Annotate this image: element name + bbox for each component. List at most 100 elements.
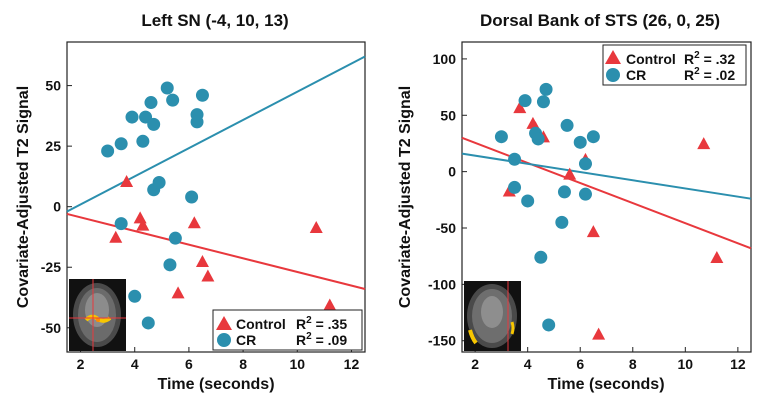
cr-point (573, 135, 587, 149)
control-point (195, 254, 209, 267)
cr-point (168, 231, 182, 245)
x-tick-label: 6 (576, 356, 584, 372)
cr-point (578, 157, 592, 171)
cr-point (144, 96, 158, 110)
cr-point (128, 289, 142, 303)
y-axis: -150 -100 -50 0 50 100 (428, 51, 467, 349)
cr-point (125, 110, 139, 124)
legend-control-label: Control (236, 316, 286, 332)
x-tick-label: 10 (678, 356, 694, 372)
control-point (120, 175, 134, 188)
control-point (710, 250, 724, 263)
cr-point (185, 190, 199, 204)
y-tick-label: 100 (433, 51, 457, 67)
y-tick-label: 50 (45, 78, 61, 94)
y-axis: -50 -25 0 25 50 (41, 78, 72, 336)
x-axis-label: Time (seconds) (547, 376, 664, 393)
x-tick-label: 6 (185, 356, 193, 372)
y-axis-label: Covariate-Adjusted T2 Signal (15, 86, 32, 308)
cr-point (195, 88, 209, 102)
x-axis-label: Time (seconds) (157, 376, 274, 393)
cr-point (586, 130, 600, 144)
x-tick-label: 2 (77, 356, 85, 372)
legend-cr-marker (606, 68, 620, 82)
chart-title: Dorsal Bank of STS (26, 0, 25) (480, 11, 720, 30)
control-point (136, 218, 150, 231)
cr-point (539, 82, 553, 96)
x-tick-label: 4 (524, 356, 532, 372)
x-tick-label: 10 (289, 356, 305, 372)
control-point (513, 101, 527, 114)
cr-point (508, 152, 522, 166)
x-tick-label: 8 (239, 356, 247, 372)
control-point (697, 137, 711, 150)
y-tick-label: -50 (436, 220, 456, 236)
cr-point (163, 258, 177, 272)
cr-point (147, 117, 161, 131)
y-tick-label: 50 (440, 107, 456, 123)
chart-dorsal-bank-sts: Dorsal Bank of STS (26, 0, 25) -150-100-… (397, 11, 752, 393)
legend-control-marker (216, 316, 232, 330)
y-tick-label: 0 (448, 164, 456, 180)
brain-scan-inset (69, 279, 126, 351)
plot-area-frame (461, 41, 752, 353)
x-tick-label: 12 (344, 356, 360, 372)
cr-point (494, 130, 508, 144)
cr-point (508, 180, 522, 194)
chart-left-sn: Left SN (-4, 10, 13) -50 -25 0 25 50 2 4 6 8 10 1… (15, 11, 366, 393)
y-tick-label: 0 (53, 199, 61, 215)
control-point (133, 211, 147, 224)
x-tick-label: 2 (471, 356, 479, 372)
cr-point (141, 316, 155, 330)
cr-point (136, 134, 150, 148)
legend-control-label: Control (626, 51, 676, 67)
control-point (201, 269, 215, 282)
cr-point (578, 187, 592, 201)
data-points (494, 82, 724, 340)
control-point (563, 167, 577, 180)
fit-lines (66, 55, 366, 291)
legend-control-marker (605, 50, 621, 64)
cr-point (557, 185, 571, 199)
cr-point (114, 217, 128, 231)
control-point (109, 230, 123, 243)
cr-point (542, 318, 556, 332)
cr-fit-line (66, 55, 366, 213)
cr-point (101, 144, 115, 158)
legend-cr-marker (217, 333, 231, 347)
x-tick-label: 12 (730, 356, 746, 372)
control-point (323, 298, 337, 311)
legend-cr-r2: R2 = .02 (684, 66, 735, 83)
legend-control-r2: R2 = .32 (684, 50, 735, 67)
cr-point (534, 250, 548, 264)
control-fit-line (66, 212, 366, 291)
y-tick-label: -25 (41, 259, 61, 275)
y-tick-label: 25 (45, 138, 61, 154)
legend: Control R2 = .35 CR R2 = .09 (212, 309, 363, 351)
legend-cr-label: CR (236, 332, 256, 348)
x-tick-label: 4 (131, 356, 139, 372)
legend: Control R2 = .32 CR R2 = .02 (602, 44, 747, 86)
data-points (101, 81, 337, 330)
cr-point (536, 95, 550, 109)
chart-title: Left SN (-4, 10, 13) (141, 11, 288, 30)
y-tick-label: -50 (41, 320, 61, 336)
x-tick-label: 8 (629, 356, 637, 372)
legend-cr-r2: R2 = .09 (296, 331, 347, 348)
brain-scan-inset (464, 281, 521, 351)
cr-point (152, 175, 166, 189)
y-tick-label: -100 (428, 276, 456, 292)
y-axis-label: Covariate-Adjusted T2 Signal (397, 86, 414, 308)
cr-point (555, 215, 569, 229)
cr-point (531, 132, 545, 146)
cr-point (518, 94, 532, 108)
control-point (586, 225, 600, 238)
legend-cr-label: CR (626, 67, 646, 83)
cr-point (114, 137, 128, 151)
legend-control-r2: R2 = .35 (296, 315, 347, 332)
cr-point (166, 93, 180, 107)
control-point (309, 221, 323, 234)
cr-point (560, 118, 574, 132)
control-point (171, 286, 185, 299)
